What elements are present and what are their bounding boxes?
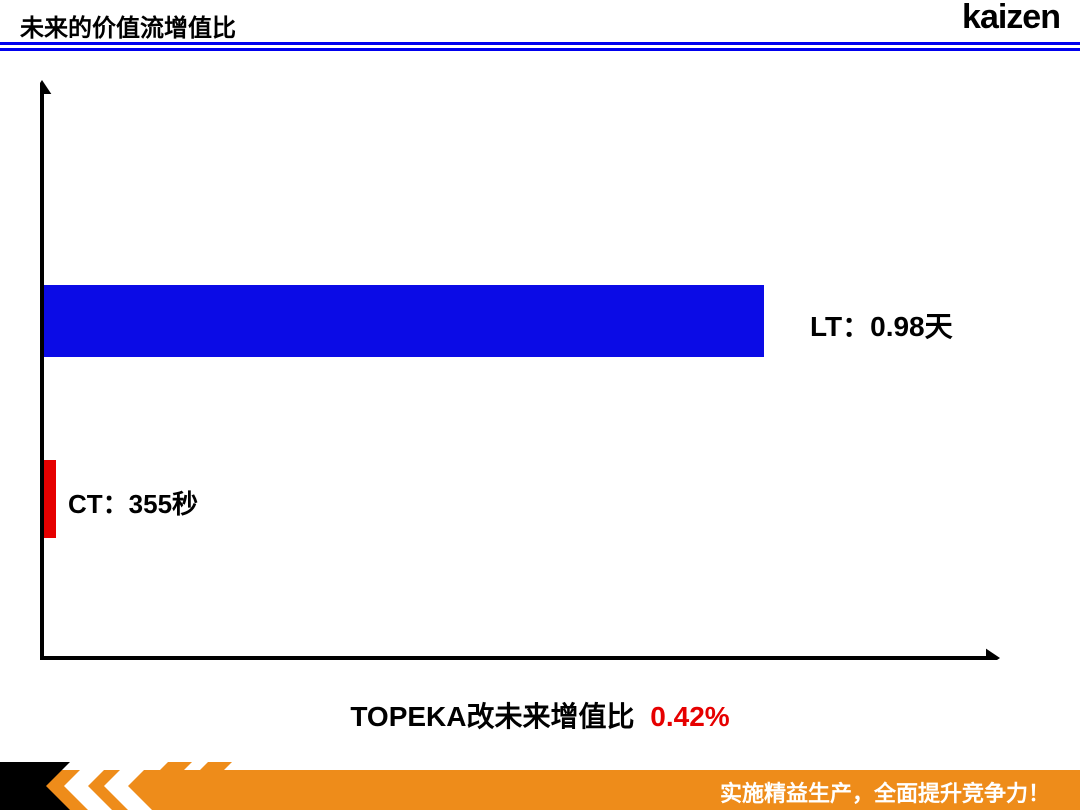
header-rule-2: [0, 48, 1080, 51]
caption-value: 0.42%: [650, 701, 729, 732]
footer: 实施精益生产，全面提升竞争力！: [0, 762, 1080, 810]
ct-bar-label: CT：355秒: [68, 484, 198, 521]
chart-caption: TOPEKA改未来增值比 0.42%: [0, 695, 1080, 735]
header-rule: [0, 42, 1080, 54]
ct-bar: [44, 460, 56, 538]
chart-axes: [40, 80, 1040, 660]
lt-bar-label: LT：0.98天: [810, 305, 953, 345]
lt-bar: [44, 285, 764, 357]
header-rule-1: [0, 42, 1080, 45]
caption-text: TOPEKA改未来增值比: [350, 701, 634, 732]
chart: LT：0.98天 CT：355秒: [40, 80, 1040, 660]
footer-text: 实施精益生产，全面提升竞争力！: [720, 776, 1050, 808]
footer-chevrons: [0, 762, 240, 810]
kaizen-logo: kaizen: [962, 0, 1060, 37]
page-title: 未来的价值流增值比: [20, 8, 236, 43]
